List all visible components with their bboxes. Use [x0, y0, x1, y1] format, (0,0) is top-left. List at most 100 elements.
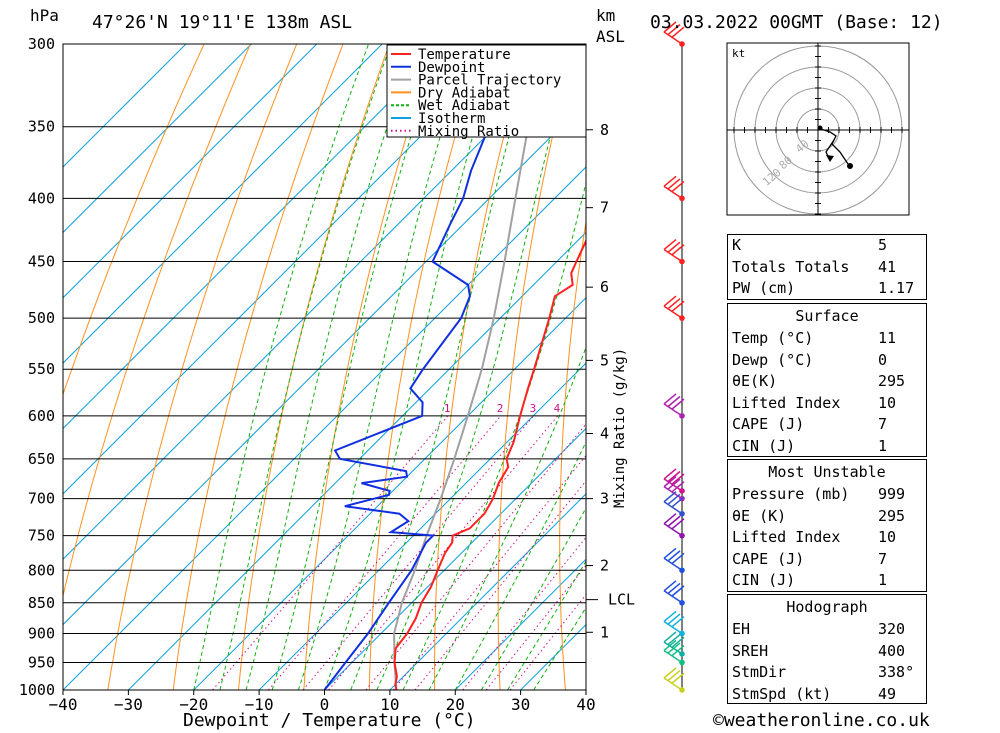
- index-label: StmSpd (kt): [732, 684, 832, 703]
- surface-title: Surface: [795, 307, 859, 325]
- wind-barb-icon: [663, 513, 685, 537]
- index-label: CIN (J): [732, 436, 796, 455]
- mixing-ratio-line: [365, 423, 586, 690]
- wind-barb-flag: [663, 21, 677, 33]
- wind-barb-staff: [663, 557, 683, 571]
- wind-barb-column: [663, 21, 685, 693]
- wind-barb-flag: [671, 585, 685, 597]
- wind-barb-flag: [667, 670, 681, 682]
- legend-label: Dewpoint: [418, 60, 485, 76]
- index-value: 10: [878, 528, 897, 546]
- index-value: 10: [878, 393, 897, 412]
- isotherm-line: [63, 100, 586, 626]
- mixing-ratio-line: [268, 415, 502, 690]
- index-label: CIN (J): [732, 571, 796, 589]
- wind-barb-icon: [663, 238, 685, 263]
- index-value: 0: [878, 350, 888, 369]
- km-unit-label: km: [596, 6, 616, 25]
- wind-barb-flag: [663, 476, 677, 488]
- hodograph-storm-arrow: [826, 155, 834, 162]
- dry-adiabat-line: [990, 44, 1000, 690]
- pressure-tick-label: 450: [28, 253, 55, 271]
- index-row-tt: Totals Totals 41: [728, 257, 918, 279]
- wind-barb-flag: [663, 238, 677, 251]
- mixing-ratio-label: 3: [530, 402, 537, 415]
- index-label: Lifted Index: [732, 393, 841, 412]
- index-label: EH: [732, 620, 751, 638]
- wind-barb-flag: [667, 470, 681, 483]
- mixing-ratio-axis-label: Mixing Ratio (g/kg): [612, 347, 628, 508]
- datetime-title: 03.03.2022 00GMT (Base: 12): [650, 12, 943, 33]
- wind-barb-flag: [671, 636, 685, 648]
- index-value: 999: [878, 485, 906, 503]
- dewpoint-line: [323, 44, 527, 690]
- wet-adiabat-line: [350, 44, 535, 690]
- location-title: 47°26'N 19°11'E 138m ASL: [92, 12, 353, 33]
- index-value: 41: [878, 257, 897, 276]
- wind-barb-flag: [663, 667, 677, 679]
- lcl-label: LCL: [608, 591, 635, 609]
- wind-barb-flag: [671, 552, 685, 565]
- isotherm-line: [63, 44, 318, 299]
- index-value: 7: [878, 549, 888, 568]
- legend-label: Temperature: [418, 47, 511, 63]
- wind-barb-flag: [671, 244, 685, 256]
- pressure-tick-label: 300: [28, 35, 55, 53]
- wind-barb-icon: [663, 667, 685, 691]
- pressure-tick-label: 1000: [19, 681, 55, 699]
- wind-barb-flag: [663, 393, 677, 405]
- wind-barb-flag: [667, 395, 681, 408]
- wind-barb-staff: [663, 523, 683, 537]
- wind-barb-staff: [663, 501, 683, 515]
- isotherm-line: [63, 44, 514, 495]
- isotherm-line: [258, 362, 586, 690]
- wind-barb-staff: [663, 185, 683, 199]
- temperature-line: [393, 238, 586, 690]
- dry-adiabat-line: [497, 44, 576, 690]
- pressure-tick-label: 800: [28, 561, 55, 579]
- pressure-tick-label: 850: [28, 594, 55, 612]
- isotherm-line: [193, 297, 586, 690]
- wind-barb-flag: [667, 642, 681, 654]
- index-value: 11: [878, 329, 897, 347]
- wind-barb-staff: [663, 649, 683, 664]
- isotherm-line: [63, 44, 252, 234]
- wind-barb-flag: [663, 639, 677, 652]
- wet-adiabat-line: [297, 44, 469, 690]
- wind-barb-flag: [663, 513, 677, 525]
- mixing-ratio-line: [212, 415, 449, 690]
- wind-barb-flag: [671, 398, 685, 410]
- hodograph-title: Hodograph: [786, 598, 868, 616]
- x-tick-label: 20: [446, 695, 465, 714]
- dry-adiabat-line: [107, 44, 298, 690]
- wind-barb-staff: [663, 590, 683, 604]
- wind-barb-flag: [667, 298, 681, 310]
- isotherm-line: [63, 44, 187, 168]
- pressure-tick-label: 500: [28, 309, 55, 327]
- index-label: Lifted Index: [732, 528, 841, 546]
- dry-adiabat-line: [238, 44, 390, 690]
- wind-barb-staff: [663, 403, 683, 417]
- wind-barb-staff: [663, 305, 683, 319]
- wind-barb-staff: [663, 620, 683, 635]
- mixing-ratio-label: 1: [444, 402, 451, 415]
- wind-barb-staff: [663, 677, 683, 691]
- pressure-tick-label: 650: [28, 450, 55, 468]
- wind-barb-flag: [671, 481, 685, 493]
- legend-box: [386, 44, 587, 138]
- hpa-unit-label: hPa: [30, 6, 59, 25]
- index-label: PW (cm): [732, 279, 796, 297]
- wind-barb-icon: [663, 21, 685, 45]
- wind-barb-staff: [663, 485, 683, 500]
- legend-label: Parcel Trajectory: [418, 73, 561, 89]
- pressure-tick-label: 750: [28, 527, 55, 545]
- index-value: 1: [878, 571, 888, 589]
- x-axis-label: Dewpoint / Temperature (°C): [183, 710, 476, 731]
- wet-adiabat-line: [533, 606, 586, 690]
- wind-barb-icon: [663, 295, 685, 319]
- x-tick-label: 0: [320, 695, 330, 714]
- isotherm-line: [63, 44, 448, 430]
